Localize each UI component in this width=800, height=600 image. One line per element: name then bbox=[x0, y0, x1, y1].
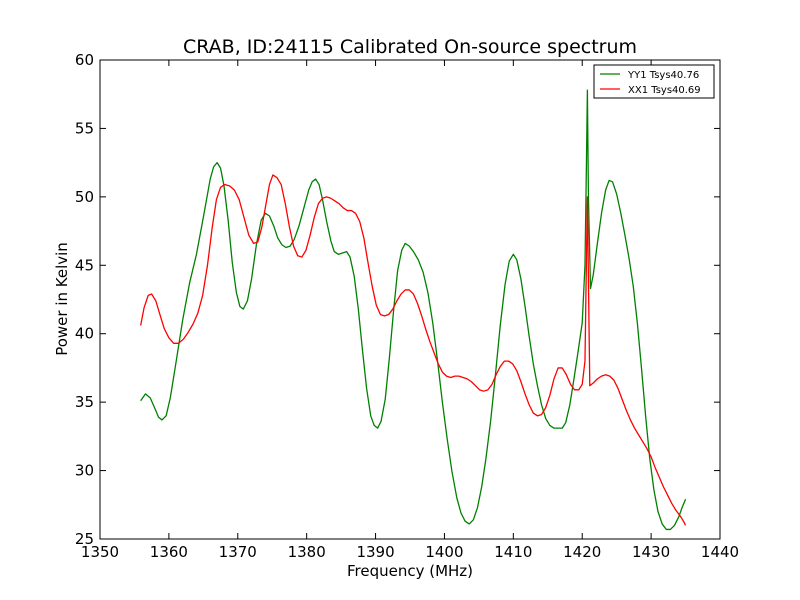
y-axis-label: Power in Kelvin bbox=[53, 242, 71, 356]
legend-box bbox=[593, 64, 715, 99]
x-tick-label: 1380 bbox=[288, 543, 326, 561]
y-tick-label: 55 bbox=[75, 119, 94, 137]
y-tick-label: 60 bbox=[75, 51, 94, 69]
x-tick-label: 1360 bbox=[150, 543, 188, 561]
y-tick-label: 45 bbox=[75, 256, 94, 274]
series-line-yy1 bbox=[140, 89, 687, 531]
y-tick-label: 30 bbox=[75, 462, 94, 480]
legend: YY1 Tsys40.76 XX1 Tsys40.69 bbox=[593, 64, 715, 99]
plot-area bbox=[140, 89, 687, 531]
plot-frame bbox=[99, 59, 721, 540]
x-tick-label: 1440 bbox=[701, 543, 739, 561]
x-tick-label: 1430 bbox=[632, 543, 670, 561]
x-axis-label: Frequency (MHz) bbox=[347, 562, 473, 580]
x-tick-label: 1410 bbox=[494, 543, 532, 561]
chart-title: CRAB, ID:24115 Calibrated On-source spec… bbox=[183, 36, 637, 58]
legend-entry-xx1: XX1 Tsys40.69 bbox=[628, 85, 701, 96]
series-layer bbox=[140, 89, 687, 531]
x-tick-label: 1420 bbox=[563, 543, 601, 561]
x-tick-label: 1390 bbox=[356, 543, 394, 561]
y-tick-label: 40 bbox=[75, 325, 94, 343]
series-line-xx1 bbox=[140, 174, 687, 526]
x-tick-label: 1350 bbox=[81, 543, 119, 561]
ticks-layer: 1350 1360 1370 1380 1390 1400 1410 1420 1430 1440… bbox=[75, 51, 739, 561]
y-tick-label: 50 bbox=[75, 188, 94, 206]
y-tick-label: 25 bbox=[75, 530, 94, 548]
y-tick-label: 35 bbox=[75, 393, 94, 411]
x-tick-label: 1370 bbox=[219, 543, 257, 561]
legend-entry-yy1: YY1 Tsys40.76 bbox=[627, 70, 699, 81]
x-tick-label: 1400 bbox=[425, 543, 463, 561]
